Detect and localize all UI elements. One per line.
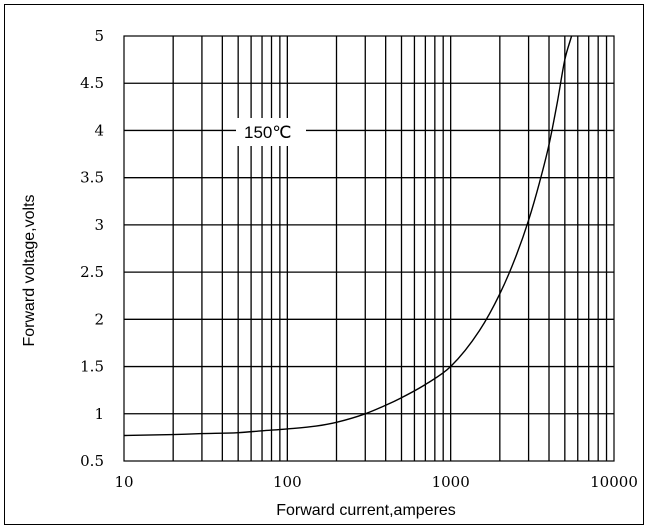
y-tick-label: 3: [94, 216, 104, 234]
x-tick-label: 1000: [432, 473, 470, 491]
x-tick-labels: 10 100 1000 10000: [114, 473, 637, 491]
y-tick-label: 5: [94, 27, 104, 45]
x-axis-label: Forward current,amperes: [276, 502, 456, 519]
y-axis-label: Forward voltage,volts: [21, 194, 38, 346]
y-tick-label: 2: [94, 310, 104, 328]
y-tick-label: 1.5: [80, 358, 104, 376]
y-tick-label: 0.5: [80, 452, 104, 470]
x-tick-label: 100: [273, 473, 302, 491]
y-tick-label: 4.5: [80, 74, 104, 92]
y-tick-label: 2.5: [80, 263, 104, 281]
grid: [124, 36, 614, 461]
chart-frame: [4, 4, 644, 525]
x-tick-label: 10: [114, 473, 133, 491]
x-tick-label: 10000: [590, 473, 638, 491]
temperature-annotation: 150℃: [244, 123, 291, 142]
annotation-background: [236, 118, 306, 146]
curve-layer: [123, 35, 573, 437]
y-tick-label: 4: [94, 121, 104, 139]
forward-voltage-curve: [123, 35, 573, 437]
y-tick-label: 1: [94, 405, 104, 423]
y-tick-labels: 0.5 1 1.5 2 2.5 3 3.5 4 4.5 5: [80, 27, 104, 470]
plot-border: [123, 35, 615, 462]
annotation-layer: 150℃: [236, 118, 306, 146]
y-tick-label: 3.5: [80, 169, 104, 187]
